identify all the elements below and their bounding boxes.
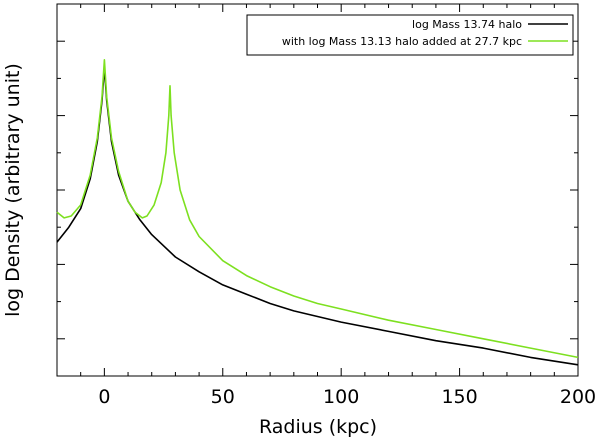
y-axis-label: log Density (arbitrary unit) [2, 63, 24, 317]
series-lines [56, 59, 579, 366]
x-axis-label: Radius (kpc) [259, 416, 377, 438]
axis-ticks [56, 4, 579, 376]
legend-box [246, 14, 574, 56]
legend-label-1: log Mass 13.74 halo [412, 18, 522, 31]
legend-label-2: with log Mass 13.13 halo added at 27.7 k… [282, 35, 522, 48]
x-tick-label: 0 [98, 386, 110, 408]
legend: log Mass 13.74 halo with log Mass 13.13 … [246, 14, 574, 56]
x-tick-label: 200 [560, 386, 596, 408]
x-tick-label: 150 [441, 386, 477, 408]
series-line-1 [56, 66, 579, 366]
plot-frame [56, 3, 579, 377]
series-line-2 [56, 59, 579, 359]
x-tick-label: 100 [323, 386, 359, 408]
x-tick-label: 50 [211, 386, 235, 408]
x-tick-labels: 0 50 100 150 200 [98, 386, 596, 408]
